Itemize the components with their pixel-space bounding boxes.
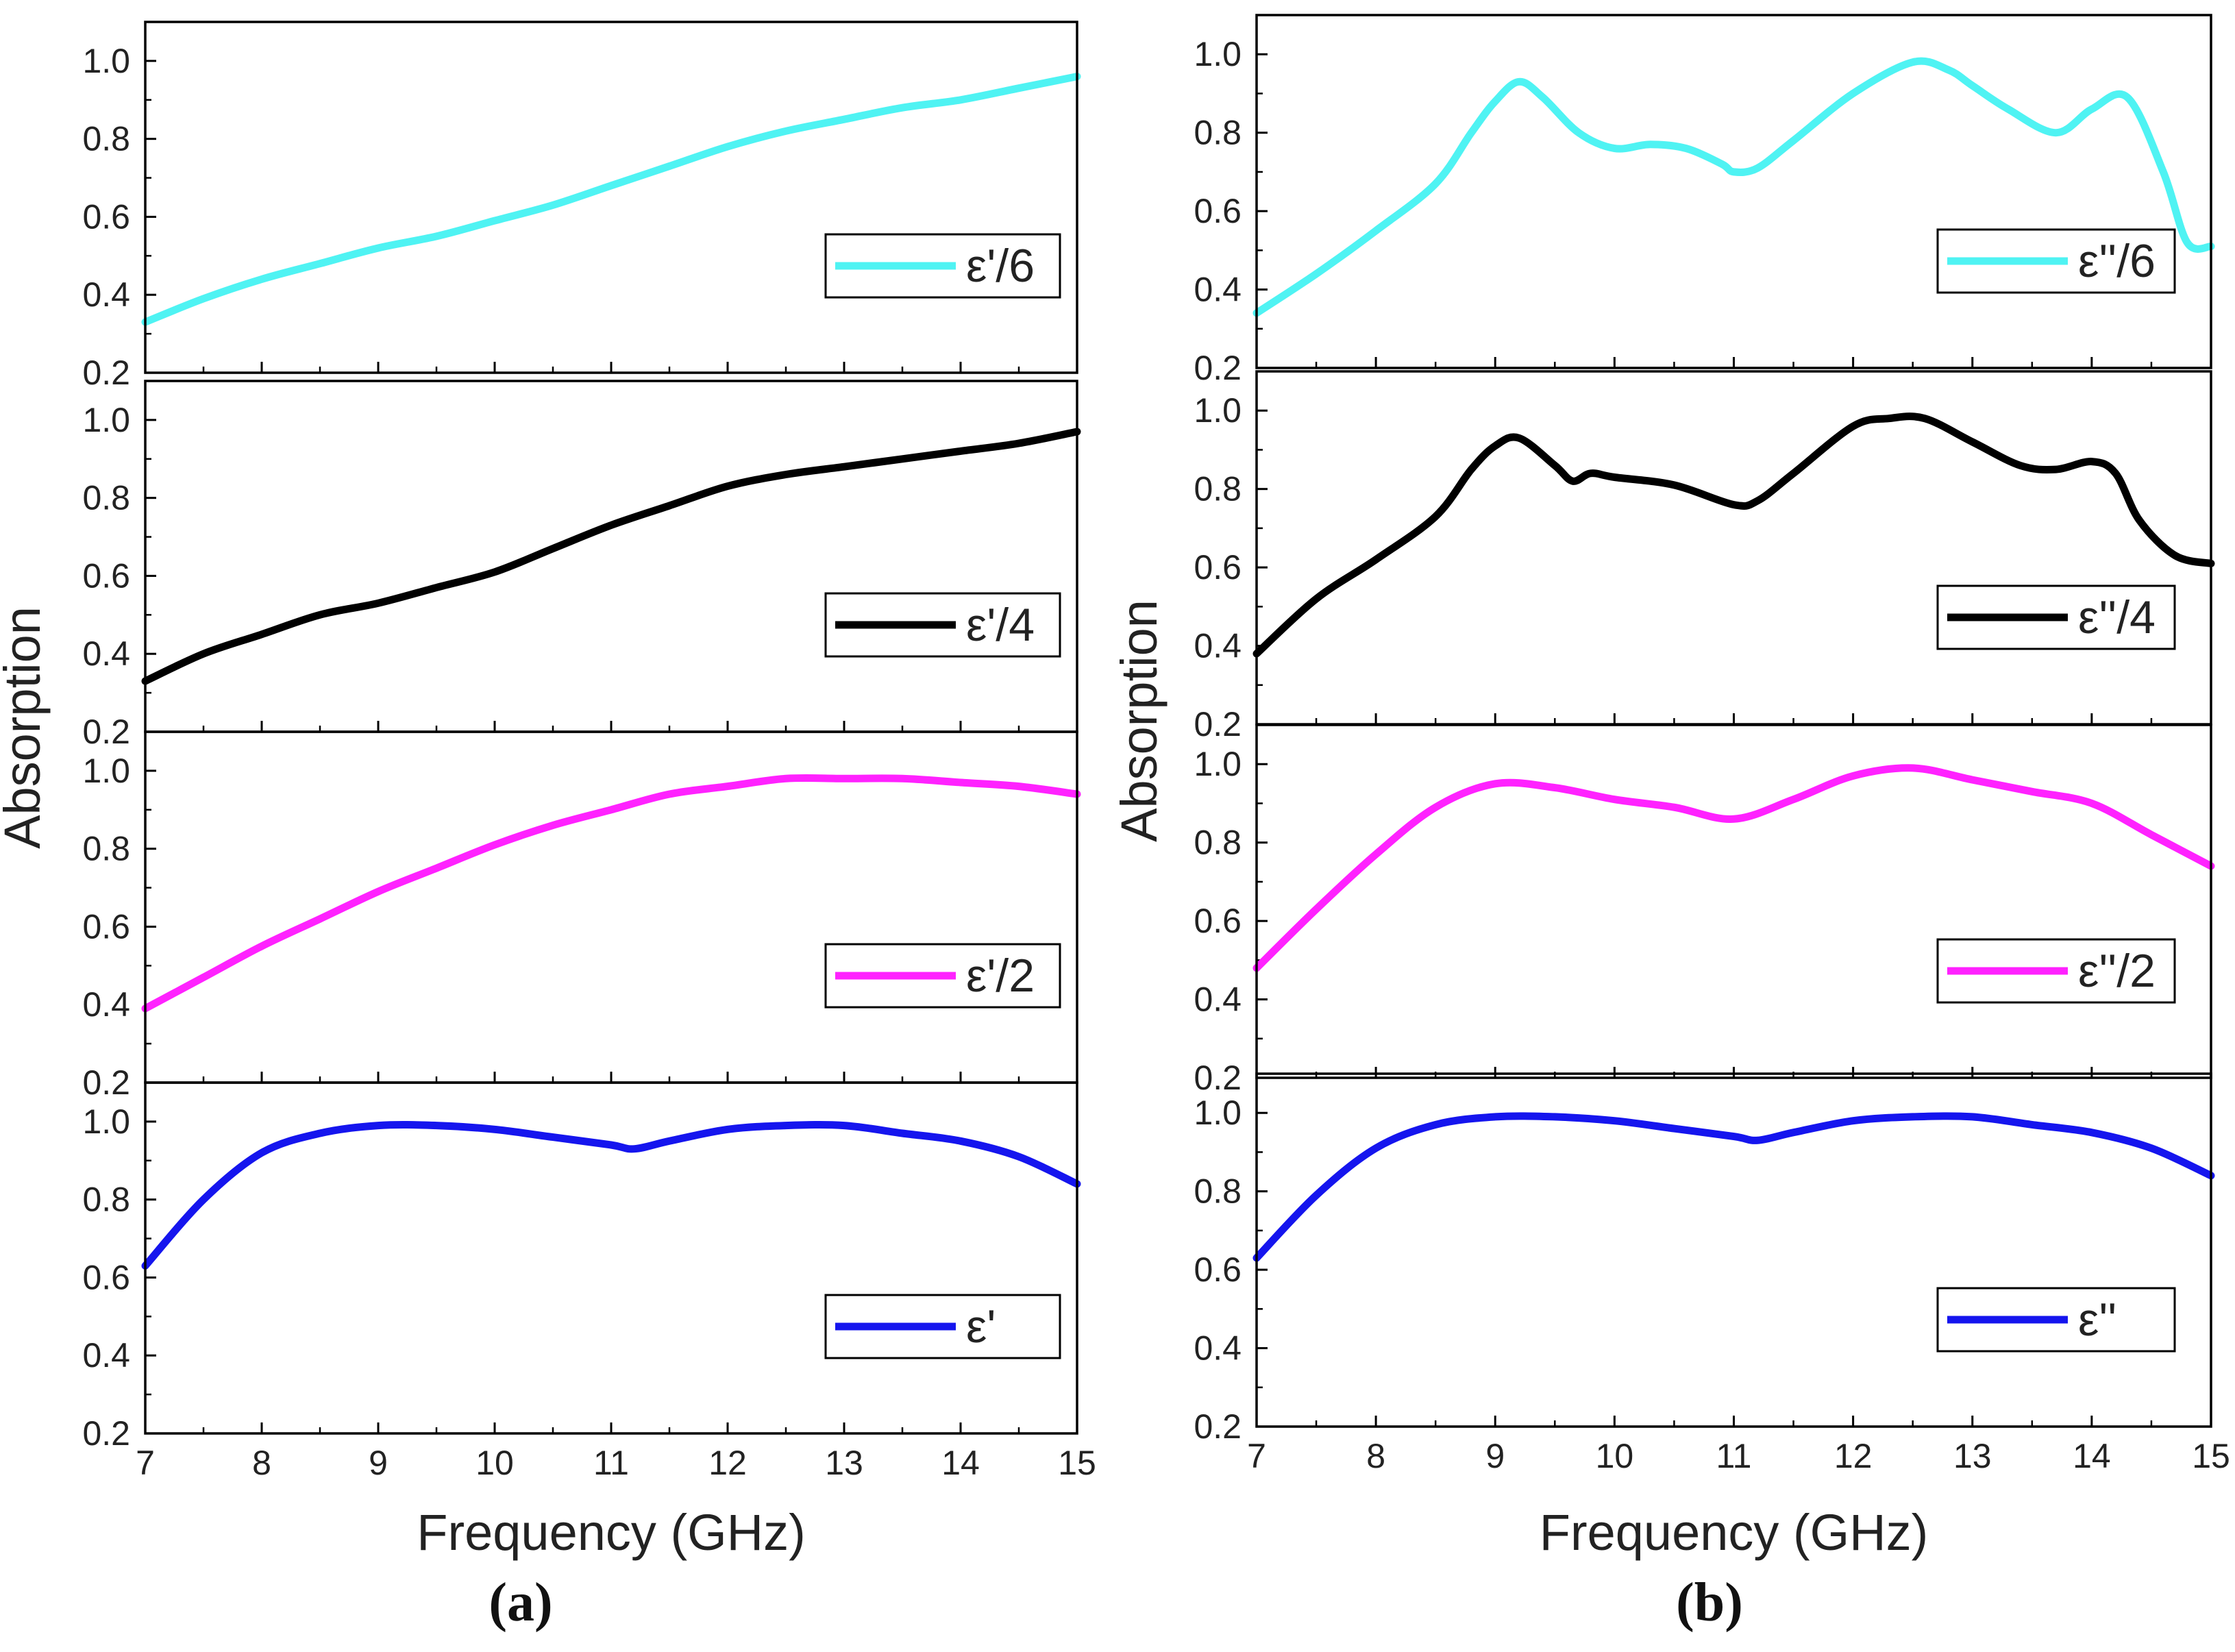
y-tick-label: 1.0 bbox=[82, 401, 130, 439]
y-tick-label: 0.6 bbox=[82, 197, 130, 236]
series-line bbox=[1252, 1112, 2215, 1262]
y-tick-label: 1.0 bbox=[1194, 391, 1242, 430]
y-tick-label: 0.4 bbox=[1194, 1329, 1242, 1368]
y-tick-label: 0.2 bbox=[82, 1063, 130, 1102]
y-tick-label: 0.8 bbox=[82, 830, 130, 868]
subplot-frame bbox=[144, 21, 1078, 374]
chart-a: 0.2 0.4 0.6 0.8 1.0 ε'/6 0.2 0.4 0.6 0.8 1.0 ε'/4 0.… bbox=[0, 21, 1096, 1633]
y-tick-label: 1.0 bbox=[82, 752, 130, 790]
legend-label: ε'/4 bbox=[966, 599, 1035, 651]
x-tick-label: 15 bbox=[2192, 1437, 2230, 1475]
x-axis-title: Frequency (GHz) bbox=[417, 1504, 805, 1561]
x-tick-label: 11 bbox=[593, 1444, 629, 1482]
y-tick-label: 0.8 bbox=[82, 479, 130, 517]
legend-label: ε''/4 bbox=[2078, 591, 2156, 643]
y-tick-label: 1.0 bbox=[82, 42, 130, 80]
x-tick-label: 9 bbox=[369, 1444, 388, 1482]
subplot-4: 0.2 0.4 0.6 0.8 1.0 ε' bbox=[82, 1081, 1081, 1453]
legend-label: ε'' bbox=[2078, 1294, 2116, 1346]
y-tick-label: 0.6 bbox=[82, 1258, 130, 1296]
subplot-1: 0.2 0.4 0.6 0.8 1.0 ε''/6 bbox=[1194, 14, 2215, 387]
x-tick-label: 15 bbox=[1058, 1444, 1096, 1482]
y-axis-title: Absorption bbox=[1111, 600, 1168, 842]
legend-label: ε'/6 bbox=[966, 240, 1035, 292]
subplot-frame bbox=[1255, 1072, 2212, 1428]
y-tick-label: 0.6 bbox=[1194, 548, 1242, 587]
x-tick-label: 12 bbox=[1834, 1437, 1873, 1475]
x-tick-label: 13 bbox=[825, 1444, 863, 1482]
x-tick-label: 13 bbox=[1953, 1437, 1992, 1475]
y-tick-label: 0.4 bbox=[82, 275, 130, 314]
series-line bbox=[1252, 57, 2215, 317]
y-tick-label: 0.2 bbox=[1194, 705, 1242, 743]
y-tick-label: 0.2 bbox=[1194, 1407, 1242, 1446]
subplot-3: 0.2 0.4 0.6 0.8 1.0 ε'/2 bbox=[82, 730, 1081, 1102]
x-tick-label: 14 bbox=[2073, 1437, 2111, 1475]
subplot-4: 0.2 0.4 0.6 0.8 1.0 ε'' bbox=[1194, 1072, 2215, 1446]
x-tick-label: 14 bbox=[941, 1444, 980, 1482]
subplot-frame bbox=[1255, 14, 2212, 369]
y-tick-label: 0.2 bbox=[82, 1414, 130, 1453]
chart-b: 0.2 0.4 0.6 0.8 1.0 ε''/6 0.2 0.4 0.6 0.8 1.0 ε''/4… bbox=[1111, 14, 2230, 1633]
x-tick-label: 9 bbox=[1485, 1437, 1505, 1475]
y-tick-label: 0.4 bbox=[82, 985, 130, 1024]
subplot-3: 0.2 0.4 0.6 0.8 1.0 ε''/2 bbox=[1194, 724, 2215, 1097]
y-tick-label: 0.6 bbox=[1194, 1250, 1242, 1289]
y-tick-label: 0.4 bbox=[1194, 271, 1242, 309]
legend-label: ε' bbox=[966, 1300, 996, 1353]
y-tick-label: 0.2 bbox=[82, 713, 130, 751]
y-tick-label: 0.2 bbox=[1194, 1059, 1242, 1097]
y-tick-label: 0.8 bbox=[1194, 1172, 1242, 1211]
x-tick-label: 7 bbox=[1247, 1437, 1266, 1475]
panel-caption: (a) bbox=[489, 1573, 552, 1633]
y-tick-label: 0.6 bbox=[82, 556, 130, 595]
y-tick-label: 0.6 bbox=[1194, 902, 1242, 940]
series-line bbox=[141, 1120, 1081, 1270]
x-tick-label: 7 bbox=[136, 1444, 155, 1482]
x-tick-label: 12 bbox=[708, 1444, 747, 1482]
y-tick-label: 0.2 bbox=[82, 354, 130, 392]
y-tick-label: 0.8 bbox=[82, 120, 130, 158]
legend-label: ε''/2 bbox=[2078, 945, 2156, 997]
x-tick-label: 8 bbox=[252, 1444, 271, 1482]
x-tick-label: 10 bbox=[1596, 1437, 1634, 1475]
y-tick-label: 0.8 bbox=[1194, 470, 1242, 508]
series-line bbox=[141, 73, 1081, 326]
legend-label: ε''/6 bbox=[2078, 235, 2156, 287]
x-tick-label: 11 bbox=[1716, 1437, 1752, 1475]
y-tick-label: 0.4 bbox=[1194, 981, 1242, 1019]
subplot-frame bbox=[1255, 724, 2212, 1079]
panel-caption: (b) bbox=[1676, 1573, 1743, 1633]
series-line bbox=[141, 774, 1081, 1013]
y-tick-label: 1.0 bbox=[82, 1102, 130, 1141]
series-line bbox=[1252, 412, 2215, 658]
x-axis-title: Frequency (GHz) bbox=[1540, 1504, 1928, 1561]
series-line bbox=[1252, 764, 2215, 972]
y-tick-label: 1.0 bbox=[1194, 745, 1242, 783]
x-tick-label: 10 bbox=[476, 1444, 514, 1482]
y-tick-label: 1.0 bbox=[1194, 1094, 1242, 1132]
y-axis-title: Absorption bbox=[0, 606, 51, 849]
y-tick-label: 0.4 bbox=[82, 1336, 130, 1374]
series-line bbox=[141, 428, 1081, 685]
legend-label: ε'/2 bbox=[966, 950, 1035, 1002]
y-tick-label: 0.8 bbox=[82, 1181, 130, 1219]
y-tick-label: 0.6 bbox=[82, 907, 130, 946]
subplot-1: 0.2 0.4 0.6 0.8 1.0 ε'/6 bbox=[82, 21, 1081, 392]
y-tick-label: 0.8 bbox=[1194, 824, 1242, 862]
y-tick-label: 0.2 bbox=[1194, 349, 1242, 387]
x-tick-label: 8 bbox=[1366, 1437, 1385, 1475]
y-tick-label: 0.4 bbox=[1194, 627, 1242, 665]
subplot-frame bbox=[144, 1081, 1078, 1435]
y-tick-label: 0.6 bbox=[1194, 192, 1242, 230]
y-tick-label: 0.8 bbox=[1194, 114, 1242, 152]
y-tick-label: 1.0 bbox=[1194, 35, 1242, 73]
y-tick-label: 0.4 bbox=[82, 634, 130, 673]
